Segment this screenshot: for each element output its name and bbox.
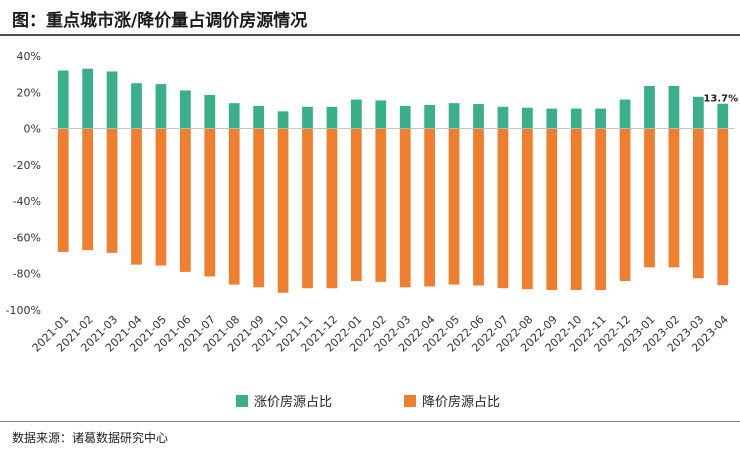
bar-up bbox=[473, 104, 484, 129]
title-divider bbox=[0, 34, 740, 36]
bar-down bbox=[253, 128, 265, 288]
data-label: 13.7% bbox=[703, 94, 738, 105]
y-tick-label: -20% bbox=[13, 159, 41, 172]
bar-up bbox=[692, 96, 704, 129]
legend-label-down: 降价房源占比 bbox=[422, 395, 501, 410]
annotations: 13.7% bbox=[703, 94, 738, 105]
y-tick-label: -100% bbox=[6, 304, 41, 317]
legend-label-up: 涨价房源占比 bbox=[254, 395, 333, 410]
bar-down bbox=[326, 128, 338, 289]
bar-down bbox=[644, 128, 655, 268]
bar-down bbox=[131, 128, 142, 265]
bar-down bbox=[717, 128, 729, 286]
bar-down bbox=[448, 128, 460, 285]
bar-down bbox=[57, 128, 69, 252]
bar-down bbox=[619, 128, 631, 281]
bar-down bbox=[424, 128, 436, 287]
bar-down bbox=[497, 128, 509, 289]
bar-up bbox=[521, 107, 533, 129]
bar-chart: 40% 20% 0% -20% -40% -60% -80% -100% 2021-01202… bbox=[6, 50, 739, 355]
bar-down bbox=[570, 128, 582, 291]
bar-down bbox=[228, 128, 240, 285]
bar-down bbox=[204, 128, 216, 277]
bar-up bbox=[326, 106, 338, 129]
y-tick-label: -60% bbox=[13, 231, 41, 244]
bar-up bbox=[253, 105, 265, 129]
legend-swatch-down bbox=[404, 394, 416, 407]
bar-up bbox=[350, 99, 362, 129]
y-axis: 40% 20% 0% -20% -40% -60% -80% -100% bbox=[6, 50, 41, 317]
legend-item-up: 涨价房源占比 bbox=[236, 391, 332, 410]
bar-up bbox=[204, 95, 216, 129]
bar-down bbox=[302, 128, 313, 289]
bar-up bbox=[302, 106, 313, 129]
bar-up bbox=[717, 103, 729, 129]
bar-down bbox=[668, 128, 680, 268]
bar-up bbox=[131, 83, 142, 129]
y-tick-label: 40% bbox=[17, 50, 41, 63]
bar-down bbox=[473, 128, 484, 286]
bar-up bbox=[546, 108, 558, 129]
x-axis: 2021-012021-022021-032021-042021-052021-… bbox=[30, 313, 731, 355]
bar-up bbox=[375, 100, 387, 129]
bars bbox=[51, 68, 735, 293]
bar-up bbox=[668, 85, 680, 129]
source-note: 数据来源：诸葛数据研究中心 bbox=[12, 431, 169, 445]
y-tick-label: -80% bbox=[13, 268, 41, 281]
footer-divider bbox=[0, 421, 740, 422]
bar-down bbox=[350, 128, 362, 281]
y-tick-label: 0% bbox=[24, 123, 41, 136]
bar-up bbox=[619, 99, 631, 129]
bar-down bbox=[521, 128, 533, 290]
bar-down bbox=[399, 128, 411, 288]
bar-up bbox=[228, 103, 240, 129]
bar-up bbox=[57, 70, 69, 129]
bar-up bbox=[82, 68, 94, 129]
bar-down bbox=[106, 128, 118, 253]
bar-down bbox=[546, 128, 558, 291]
y-tick-label: 20% bbox=[17, 86, 41, 99]
bar-up bbox=[179, 90, 191, 129]
bar-up bbox=[155, 84, 167, 129]
bar-up bbox=[277, 111, 289, 129]
bar-down bbox=[595, 128, 607, 291]
bar-up bbox=[595, 108, 607, 129]
bar-up bbox=[644, 85, 655, 129]
bar-up bbox=[106, 71, 118, 129]
legend-swatch-up bbox=[236, 394, 248, 407]
bar-down bbox=[375, 128, 387, 282]
legend-item-down: 降价房源占比 bbox=[404, 391, 500, 410]
bar-up bbox=[497, 106, 509, 129]
bar-up bbox=[424, 104, 436, 129]
chart-title: 图：重点城市涨/降价量占调价房源情况 bbox=[12, 11, 308, 31]
bar-down bbox=[277, 128, 289, 293]
bar-up bbox=[448, 103, 460, 129]
y-tick-label: -40% bbox=[13, 195, 41, 208]
bar-down bbox=[692, 128, 704, 279]
bar-down bbox=[179, 128, 191, 272]
bar-up bbox=[399, 105, 411, 129]
bar-up bbox=[570, 108, 582, 129]
bar-down bbox=[82, 128, 94, 251]
bar-down bbox=[155, 128, 167, 266]
